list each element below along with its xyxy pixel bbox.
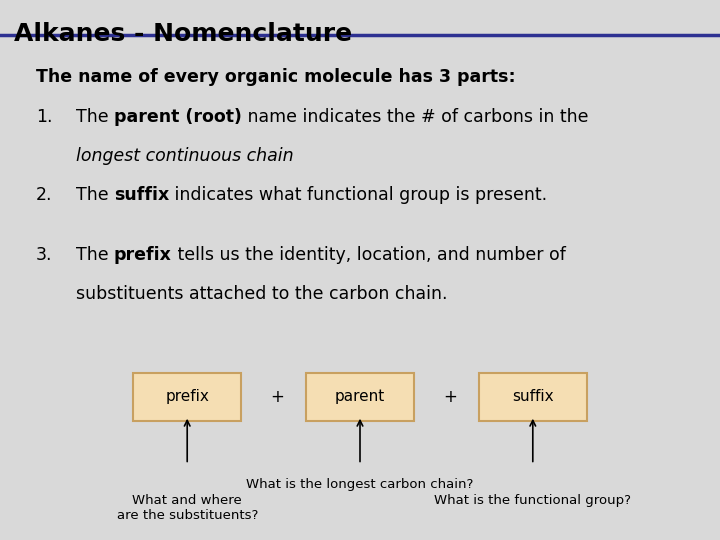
- Text: What and where
are the substituents?: What and where are the substituents?: [117, 494, 258, 522]
- Text: 1.: 1.: [36, 108, 53, 126]
- Text: What is the functional group?: What is the functional group?: [434, 494, 631, 507]
- FancyBboxPatch shape: [479, 373, 587, 421]
- Text: suffix: suffix: [512, 389, 554, 404]
- Text: The name of every organic molecule has 3 parts:: The name of every organic molecule has 3…: [36, 68, 516, 85]
- Text: What is the longest carbon chain?: What is the longest carbon chain?: [246, 478, 474, 491]
- FancyBboxPatch shape: [133, 373, 241, 421]
- Text: name indicates the # of carbons in the: name indicates the # of carbons in the: [242, 108, 588, 126]
- Text: 3.: 3.: [36, 246, 53, 264]
- Text: The: The: [76, 246, 114, 264]
- Text: prefix: prefix: [166, 389, 209, 404]
- Text: +: +: [443, 388, 457, 406]
- Text: parent (root): parent (root): [114, 108, 242, 126]
- FancyBboxPatch shape: [306, 373, 414, 421]
- Text: parent: parent: [335, 389, 385, 404]
- Text: suffix: suffix: [114, 186, 169, 204]
- Text: 2.: 2.: [36, 186, 53, 204]
- Text: indicates what functional group is present.: indicates what functional group is prese…: [169, 186, 547, 204]
- Text: Alkanes - Nomenclature: Alkanes - Nomenclature: [14, 22, 353, 45]
- Text: substituents attached to the carbon chain.: substituents attached to the carbon chai…: [76, 285, 447, 302]
- Text: prefix: prefix: [114, 246, 171, 264]
- Text: The: The: [76, 186, 114, 204]
- Text: The: The: [76, 108, 114, 126]
- Text: +: +: [270, 388, 284, 406]
- Text: tells us the identity, location, and number of: tells us the identity, location, and num…: [171, 246, 565, 264]
- Text: longest continuous chain: longest continuous chain: [76, 147, 293, 165]
